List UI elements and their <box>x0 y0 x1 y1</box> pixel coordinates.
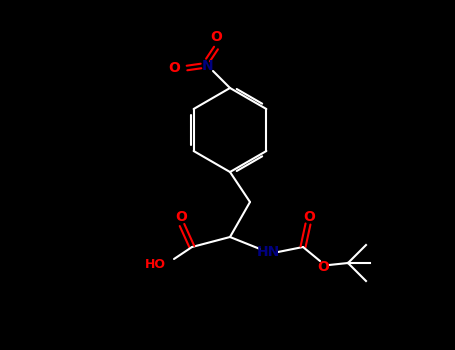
Text: HO: HO <box>145 259 166 272</box>
Text: O: O <box>175 210 187 224</box>
Text: O: O <box>168 61 180 75</box>
Text: N: N <box>202 59 214 73</box>
Text: HN: HN <box>256 245 280 259</box>
Text: O: O <box>303 210 315 224</box>
Text: O: O <box>210 30 222 44</box>
Text: O: O <box>317 260 329 274</box>
